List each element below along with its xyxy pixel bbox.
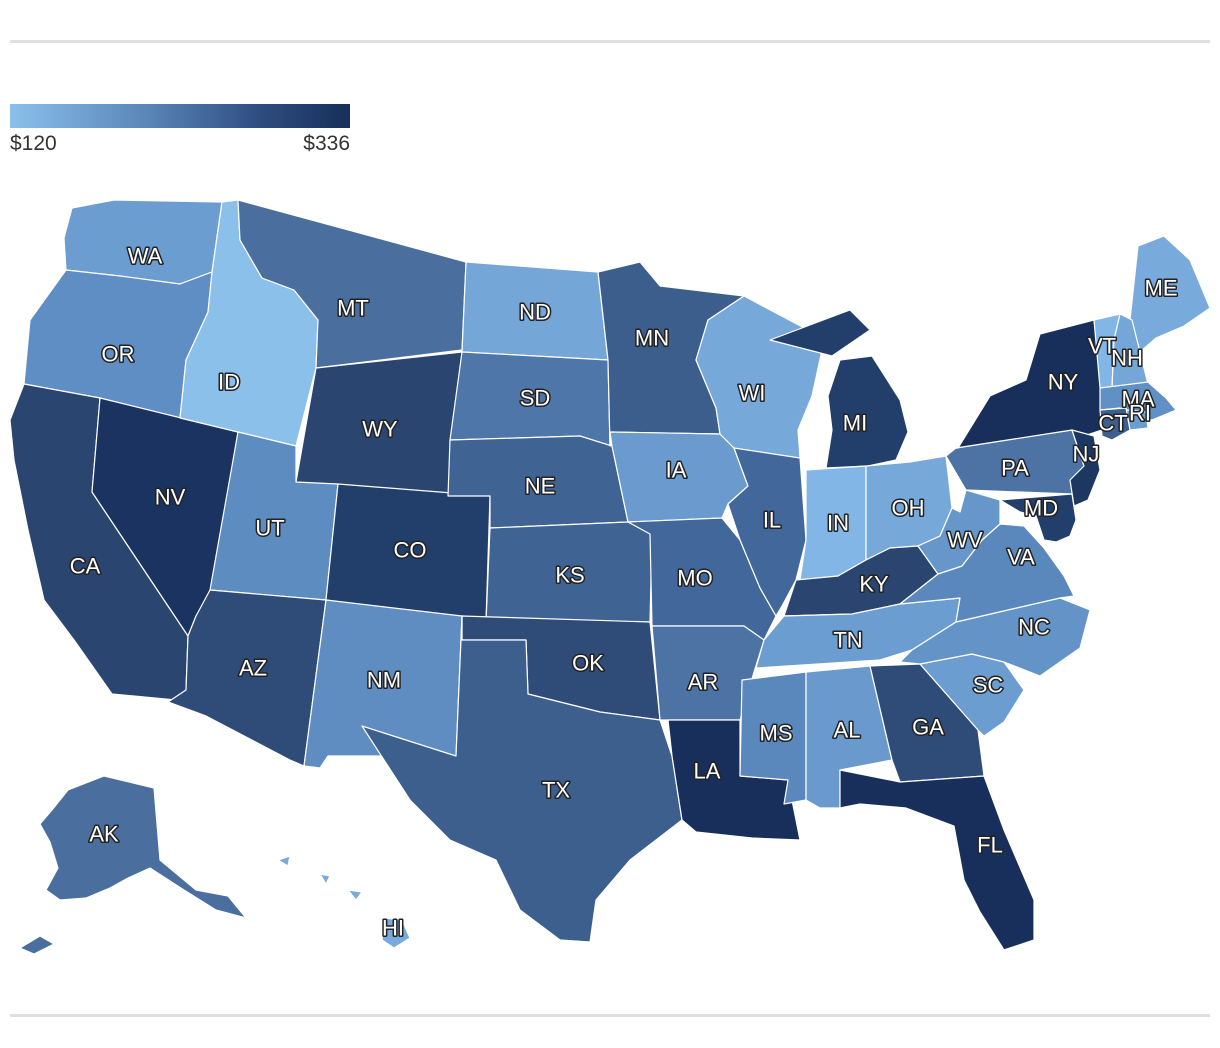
state-label-me: ME xyxy=(1145,276,1178,301)
state-label-hi: HI xyxy=(382,916,404,941)
state-label-nv: NV xyxy=(155,485,186,510)
state-md[interactable] xyxy=(999,493,1077,543)
state-label-wa: WA xyxy=(128,244,163,269)
state-label-ia: IA xyxy=(666,458,687,483)
state-label-vt: VT xyxy=(1088,334,1116,359)
state-label-pa: PA xyxy=(1001,456,1029,481)
state-label-ky: KY xyxy=(859,572,889,597)
state-label-nh: NH xyxy=(1111,346,1143,371)
state-label-md: MD xyxy=(1024,496,1058,521)
state-label-ny: NY xyxy=(1048,370,1079,395)
state-label-ar: AR xyxy=(688,670,719,695)
state-label-nc: NC xyxy=(1018,615,1050,640)
state-ct[interactable] xyxy=(1099,407,1131,441)
state-label-ks: KS xyxy=(555,563,584,588)
state-mi[interactable] xyxy=(769,309,909,469)
legend-gradient-bar xyxy=(10,104,350,128)
state-label-ma: MA xyxy=(1122,387,1155,412)
state-label-ca: CA xyxy=(70,554,101,579)
state-label-nj: NJ xyxy=(1073,442,1100,467)
state-label-la: LA xyxy=(694,759,721,784)
state-label-id: ID xyxy=(218,370,240,395)
state-nj[interactable] xyxy=(1069,429,1101,507)
color-legend: $120 $336 xyxy=(10,104,350,158)
state-label-ct: CT xyxy=(1098,411,1127,436)
state-label-oh: OH xyxy=(892,496,925,521)
state-label-nd: ND xyxy=(519,300,551,325)
state-ny[interactable] xyxy=(955,319,1107,449)
state-label-mo: MO xyxy=(677,566,712,591)
state-label-co: CO xyxy=(394,538,427,563)
state-label-sd: SD xyxy=(520,386,551,411)
state-label-al: AL xyxy=(834,718,861,743)
state-label-wi: WI xyxy=(739,381,766,406)
legend-max-label: $336 xyxy=(303,132,350,155)
state-label-va: VA xyxy=(1007,545,1035,570)
state-label-wy: WY xyxy=(362,417,398,442)
state-fl[interactable] xyxy=(839,769,1035,951)
state-label-ga: GA xyxy=(912,715,944,740)
state-label-ak: AK xyxy=(89,822,119,847)
state-label-or: OR xyxy=(102,342,135,367)
state-label-ut: UT xyxy=(255,516,284,541)
state-label-tn: TN xyxy=(833,628,862,653)
state-label-sc: SC xyxy=(973,673,1004,698)
state-wa[interactable] xyxy=(63,199,223,285)
state-label-ok: OK xyxy=(572,651,604,676)
state-label-mn: MN xyxy=(635,326,669,351)
state-mo[interactable] xyxy=(627,517,777,641)
state-label-mt: MT xyxy=(337,296,369,321)
state-label-tx: TX xyxy=(542,778,570,803)
state-label-ne: NE xyxy=(525,474,556,499)
state-label-in: IN xyxy=(827,511,849,536)
state-il[interactable] xyxy=(727,447,807,617)
bottom-divider xyxy=(10,1014,1210,1017)
state-label-nm: NM xyxy=(367,668,401,693)
state-hi[interactable] xyxy=(277,855,411,949)
state-ak[interactable] xyxy=(19,775,247,955)
legend-min-label: $120 xyxy=(10,132,57,155)
state-tx[interactable] xyxy=(361,615,683,943)
top-divider xyxy=(10,40,1210,43)
state-label-wv: WV xyxy=(947,528,983,553)
state-label-ri: RI xyxy=(1129,401,1151,426)
state-label-fl: FL xyxy=(977,833,1003,858)
state-label-ms: MS xyxy=(760,721,793,746)
state-label-il: IL xyxy=(763,508,781,533)
state-label-mi: MI xyxy=(843,411,867,436)
state-label-az: AZ xyxy=(239,656,267,681)
